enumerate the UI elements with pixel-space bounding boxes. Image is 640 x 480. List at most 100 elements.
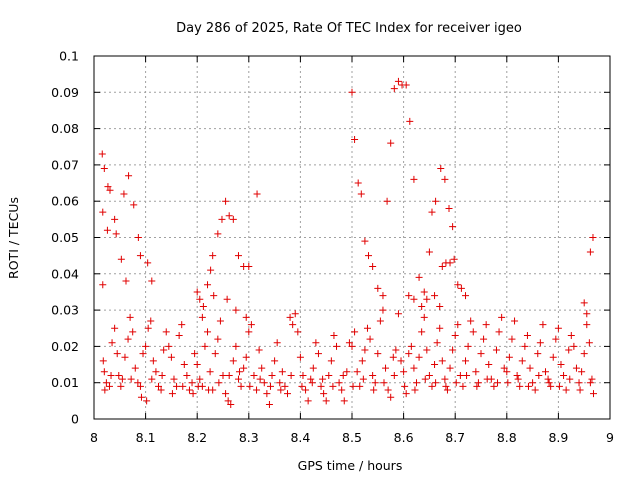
data-point [178,321,186,329]
data-point [325,371,333,379]
data-point [380,379,388,387]
data-point [518,357,526,365]
data-point [423,295,431,303]
data-point [103,226,111,234]
data-point [441,175,449,183]
data-point [474,379,482,387]
data-point [99,281,107,289]
y-axis-label: ROTI / TECUs [6,197,21,279]
data-point [118,375,126,383]
data-point [225,212,233,220]
data-point [232,342,240,350]
x-tick-label: 8.1 [136,430,156,445]
data-point [387,393,395,401]
data-point [199,302,207,310]
data-point [232,306,240,314]
data-point [216,317,224,325]
data-point [498,313,506,321]
data-point [365,252,373,260]
data-point [449,346,457,354]
data-points [98,77,597,408]
data-point [401,382,409,390]
data-point [237,382,245,390]
y-tick-label: 0.09 [51,85,79,100]
data-point [495,328,503,336]
data-point [162,328,170,336]
data-point [322,397,330,405]
data-point [223,295,231,303]
data-point [359,375,367,383]
data-point [245,328,253,336]
data-point [263,390,271,398]
data-point [117,255,125,263]
data-point [505,353,513,361]
data-point [330,332,338,340]
y-tick-label: 0 [71,412,79,427]
data-point [112,230,120,238]
data-point [585,339,593,347]
data-point [307,375,315,383]
data-point [265,400,273,408]
data-point [526,364,534,372]
data-point [122,277,130,285]
data-point [229,215,237,223]
data-point [339,371,347,379]
data-point [384,386,392,394]
data-point [457,284,465,292]
data-point [508,335,516,343]
data-point [136,382,144,390]
data-point [513,371,521,379]
data-point [152,368,160,376]
data-point [102,379,110,387]
data-point [149,357,157,365]
data-point [234,252,242,260]
data-point [198,313,206,321]
data-point [420,288,428,296]
y-tick-label: 0.08 [51,121,79,136]
data-point [420,313,428,321]
data-point [544,375,552,383]
data-point [379,306,387,314]
data-point [111,215,119,223]
chart-title: Day 286 of 2025, Rate Of TEC Index for r… [176,21,522,36]
data-point [459,382,467,390]
data-point [473,382,481,390]
data-point [437,165,445,173]
data-point [179,382,187,390]
data-point [392,346,400,354]
data-point [148,375,156,383]
data-point [534,350,542,358]
data-point [370,386,378,394]
data-point [247,321,255,329]
data-point [418,302,426,310]
data-point [253,190,261,198]
x-tick-label: 8.4 [290,430,310,445]
data-point [106,186,114,194]
data-point [450,255,458,263]
data-point [354,179,362,187]
data-point [410,175,418,183]
data-point [155,382,162,390]
data-point [211,350,219,358]
data-point [566,375,574,383]
data-point [188,379,196,387]
data-point [397,357,405,365]
data-point [369,371,377,379]
data-point [353,368,361,376]
data-point [351,135,359,143]
data-point [531,386,539,394]
data-point [333,342,341,350]
data-point [557,361,565,369]
data-point [349,382,357,390]
data-point [314,350,322,358]
data-point [572,364,580,372]
data-point [229,357,237,365]
data-point [477,350,485,358]
data-point [361,346,369,354]
y-tick-label: 0.1 [59,49,79,64]
data-point [245,263,253,271]
data-point [284,390,291,398]
data-point [480,335,488,343]
x-tick-label: 9 [606,430,614,445]
data-point [463,371,471,379]
